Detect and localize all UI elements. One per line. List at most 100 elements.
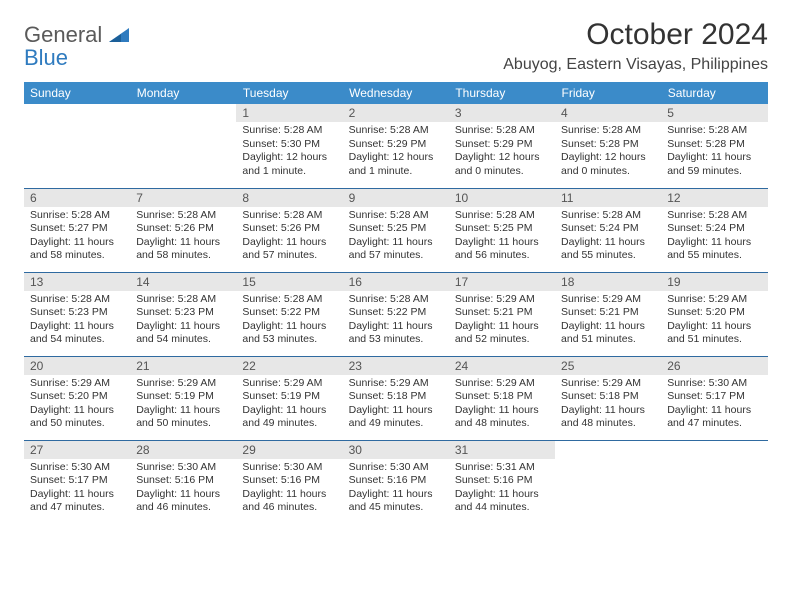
day-number: 31	[449, 441, 555, 459]
daylight-line: Daylight: 11 hours and 58 minutes.	[30, 236, 124, 263]
day-number: 23	[343, 357, 449, 375]
sunrise-line: Sunrise: 5:30 AM	[349, 461, 443, 475]
calendar-day-cell: 6Sunrise: 5:28 AMSunset: 5:27 PMDaylight…	[24, 188, 130, 272]
calendar-day-cell: 7Sunrise: 5:28 AMSunset: 5:26 PMDaylight…	[130, 188, 236, 272]
day-details: Sunrise: 5:29 AMSunset: 5:18 PMDaylight:…	[555, 375, 661, 436]
daylight-line: Daylight: 11 hours and 59 minutes.	[667, 151, 761, 178]
calendar-day-cell: 16Sunrise: 5:28 AMSunset: 5:22 PMDayligh…	[343, 272, 449, 356]
calendar-day-cell: 13Sunrise: 5:28 AMSunset: 5:23 PMDayligh…	[24, 272, 130, 356]
day-number: 16	[343, 273, 449, 291]
calendar-day-cell: 10Sunrise: 5:28 AMSunset: 5:25 PMDayligh…	[449, 188, 555, 272]
daylight-line: Daylight: 11 hours and 55 minutes.	[561, 236, 655, 263]
daylight-line: Daylight: 11 hours and 51 minutes.	[561, 320, 655, 347]
sunset-line: Sunset: 5:16 PM	[349, 474, 443, 488]
calendar-week-row: 27Sunrise: 5:30 AMSunset: 5:17 PMDayligh…	[24, 440, 768, 524]
sunset-line: Sunset: 5:20 PM	[667, 306, 761, 320]
sunrise-line: Sunrise: 5:28 AM	[349, 124, 443, 138]
calendar-day-cell: 5Sunrise: 5:28 AMSunset: 5:28 PMDaylight…	[661, 104, 767, 188]
sunrise-line: Sunrise: 5:29 AM	[667, 293, 761, 307]
sunrise-line: Sunrise: 5:29 AM	[455, 377, 549, 391]
day-details: Sunrise: 5:28 AMSunset: 5:28 PMDaylight:…	[555, 122, 661, 183]
calendar-day-cell: 17Sunrise: 5:29 AMSunset: 5:21 PMDayligh…	[449, 272, 555, 356]
sunset-line: Sunset: 5:21 PM	[561, 306, 655, 320]
calendar-day-cell: 30Sunrise: 5:30 AMSunset: 5:16 PMDayligh…	[343, 440, 449, 524]
sunset-line: Sunset: 5:23 PM	[30, 306, 124, 320]
logo-word-2: Blue	[24, 45, 68, 70]
day-number: 11	[555, 189, 661, 207]
calendar-day-cell	[130, 104, 236, 188]
daylight-line: Daylight: 12 hours and 0 minutes.	[561, 151, 655, 178]
day-header: Sunday	[24, 82, 130, 104]
day-number: 29	[236, 441, 342, 459]
sunset-line: Sunset: 5:26 PM	[136, 222, 230, 236]
daylight-line: Daylight: 11 hours and 48 minutes.	[455, 404, 549, 431]
day-number: 7	[130, 189, 236, 207]
day-details: Sunrise: 5:28 AMSunset: 5:22 PMDaylight:…	[236, 291, 342, 352]
daylight-line: Daylight: 11 hours and 46 minutes.	[242, 488, 336, 515]
day-header: Monday	[130, 82, 236, 104]
day-number: 22	[236, 357, 342, 375]
sunset-line: Sunset: 5:25 PM	[349, 222, 443, 236]
sunrise-line: Sunrise: 5:28 AM	[242, 293, 336, 307]
location-subtitle: Abuyog, Eastern Visayas, Philippines	[503, 56, 768, 74]
daylight-line: Daylight: 11 hours and 45 minutes.	[349, 488, 443, 515]
sunrise-line: Sunrise: 5:28 AM	[561, 209, 655, 223]
logo-text-block: General Blue	[24, 24, 129, 70]
day-details: Sunrise: 5:29 AMSunset: 5:19 PMDaylight:…	[130, 375, 236, 436]
daylight-line: Daylight: 12 hours and 1 minute.	[242, 151, 336, 178]
daylight-line: Daylight: 11 hours and 54 minutes.	[136, 320, 230, 347]
day-number: 21	[130, 357, 236, 375]
daylight-line: Daylight: 11 hours and 49 minutes.	[349, 404, 443, 431]
day-header: Saturday	[661, 82, 767, 104]
day-details: Sunrise: 5:28 AMSunset: 5:23 PMDaylight:…	[130, 291, 236, 352]
calendar-day-cell: 20Sunrise: 5:29 AMSunset: 5:20 PMDayligh…	[24, 356, 130, 440]
day-number: 30	[343, 441, 449, 459]
day-details: Sunrise: 5:28 AMSunset: 5:29 PMDaylight:…	[449, 122, 555, 183]
sunset-line: Sunset: 5:18 PM	[455, 390, 549, 404]
day-header: Tuesday	[236, 82, 342, 104]
daylight-line: Daylight: 11 hours and 55 minutes.	[667, 236, 761, 263]
sunset-line: Sunset: 5:19 PM	[242, 390, 336, 404]
day-number: 3	[449, 104, 555, 122]
day-header: Wednesday	[343, 82, 449, 104]
calendar-day-cell	[661, 440, 767, 524]
daylight-line: Daylight: 11 hours and 51 minutes.	[667, 320, 761, 347]
daylight-line: Daylight: 11 hours and 48 minutes.	[561, 404, 655, 431]
day-details: Sunrise: 5:29 AMSunset: 5:21 PMDaylight:…	[555, 291, 661, 352]
sunrise-line: Sunrise: 5:28 AM	[136, 209, 230, 223]
daylight-line: Daylight: 11 hours and 50 minutes.	[30, 404, 124, 431]
day-number: 2	[343, 104, 449, 122]
day-details: Sunrise: 5:30 AMSunset: 5:16 PMDaylight:…	[343, 459, 449, 520]
daylight-line: Daylight: 11 hours and 49 minutes.	[242, 404, 336, 431]
day-details: Sunrise: 5:30 AMSunset: 5:16 PMDaylight:…	[130, 459, 236, 520]
day-details: Sunrise: 5:28 AMSunset: 5:26 PMDaylight:…	[130, 207, 236, 268]
calendar-day-cell: 21Sunrise: 5:29 AMSunset: 5:19 PMDayligh…	[130, 356, 236, 440]
day-header: Thursday	[449, 82, 555, 104]
sunrise-line: Sunrise: 5:28 AM	[242, 124, 336, 138]
day-number: 9	[343, 189, 449, 207]
sunset-line: Sunset: 5:20 PM	[30, 390, 124, 404]
sunset-line: Sunset: 5:19 PM	[136, 390, 230, 404]
calendar-week-row: 13Sunrise: 5:28 AMSunset: 5:23 PMDayligh…	[24, 272, 768, 356]
daylight-line: Daylight: 11 hours and 44 minutes.	[455, 488, 549, 515]
calendar-day-cell: 8Sunrise: 5:28 AMSunset: 5:26 PMDaylight…	[236, 188, 342, 272]
daylight-line: Daylight: 11 hours and 47 minutes.	[30, 488, 124, 515]
day-number: 4	[555, 104, 661, 122]
day-details: Sunrise: 5:28 AMSunset: 5:28 PMDaylight:…	[661, 122, 767, 183]
day-details: Sunrise: 5:28 AMSunset: 5:30 PMDaylight:…	[236, 122, 342, 183]
sunset-line: Sunset: 5:17 PM	[30, 474, 124, 488]
sunset-line: Sunset: 5:24 PM	[667, 222, 761, 236]
sunset-line: Sunset: 5:29 PM	[455, 138, 549, 152]
daylight-line: Daylight: 11 hours and 54 minutes.	[30, 320, 124, 347]
sunrise-line: Sunrise: 5:29 AM	[136, 377, 230, 391]
sunset-line: Sunset: 5:16 PM	[242, 474, 336, 488]
sunset-line: Sunset: 5:26 PM	[242, 222, 336, 236]
daylight-line: Daylight: 11 hours and 58 minutes.	[136, 236, 230, 263]
sunset-line: Sunset: 5:24 PM	[561, 222, 655, 236]
calendar-day-cell	[24, 104, 130, 188]
day-details: Sunrise: 5:28 AMSunset: 5:25 PMDaylight:…	[343, 207, 449, 268]
sunset-line: Sunset: 5:21 PM	[455, 306, 549, 320]
day-details: Sunrise: 5:28 AMSunset: 5:24 PMDaylight:…	[555, 207, 661, 268]
day-number: 12	[661, 189, 767, 207]
day-details: Sunrise: 5:29 AMSunset: 5:18 PMDaylight:…	[343, 375, 449, 436]
